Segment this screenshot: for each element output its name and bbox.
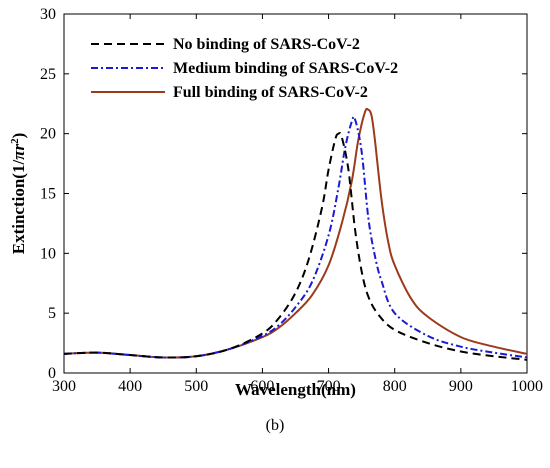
- legend-label-2: Medium binding of SARS-CoV-2: [173, 60, 398, 77]
- y-axis-label-main: Extinction(1/: [9, 160, 28, 255]
- y-tick-label: 0: [48, 365, 56, 382]
- y-axis-label-sup: 2: [9, 138, 21, 144]
- y-tick-label: 30: [40, 6, 56, 23]
- x-tick-label: 300: [52, 378, 76, 395]
- x-tick-label: 900: [449, 378, 473, 395]
- legend: No binding of SARS-CoV-2 Medium binding o…: [91, 36, 398, 101]
- y-tick-label: 10: [40, 245, 56, 262]
- y-tick-label: 5: [48, 305, 56, 322]
- y-axis-label-close: ): [9, 133, 28, 139]
- legend-label-1: No binding of SARS-CoV-2: [173, 36, 360, 53]
- x-tick-label: 1000: [511, 378, 543, 395]
- x-tick-label: 700: [317, 378, 341, 395]
- series-line-1: [63, 132, 528, 361]
- x-axis-label: Wavelength(nm): [235, 380, 356, 399]
- y-axis-label: Extinction(1/πr2): [9, 133, 28, 255]
- legend-label-3: Full binding of SARS-CoV-2: [173, 84, 368, 101]
- x-tick-label: 800: [383, 378, 407, 395]
- axis-ticks: 300 400 500 600 700 800 900 1000 0 5 10 15 20 25 30: [40, 6, 543, 395]
- y-tick-label: 25: [40, 66, 56, 83]
- x-tick-label: 400: [118, 378, 142, 395]
- y-tick-label: 15: [40, 186, 56, 203]
- y-tick-label: 20: [40, 126, 56, 143]
- x-tick-label: 600: [250, 378, 274, 395]
- figure-caption: (b): [266, 417, 285, 434]
- series-layer: [63, 107, 528, 361]
- x-tick-label: 500: [184, 378, 208, 395]
- y-axis-label-pi: πr: [9, 144, 28, 160]
